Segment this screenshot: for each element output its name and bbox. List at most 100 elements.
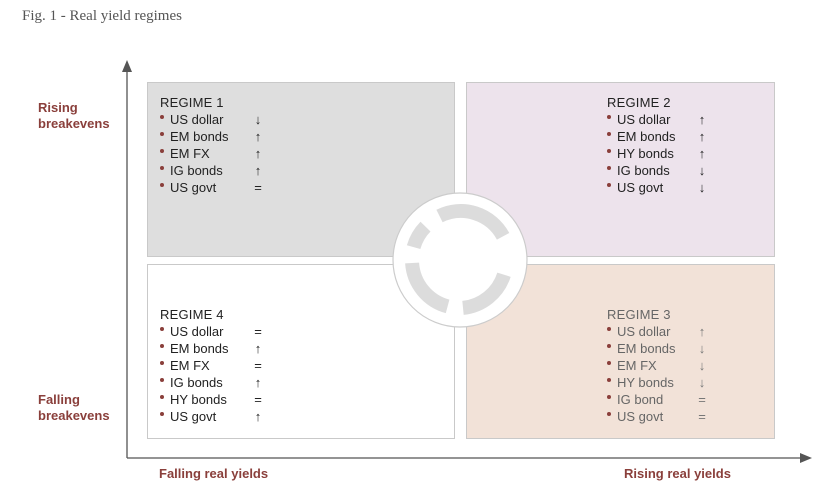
list-item: US govt = bbox=[607, 408, 709, 425]
list-item: IG bond = bbox=[607, 391, 709, 408]
bullet-icon bbox=[160, 326, 164, 331]
regime-2-title: REGIME 2 bbox=[607, 95, 671, 110]
regime-2: REGIME 2 US dollar ↑ EM bonds ↑ HY bonds ↑ … bbox=[607, 94, 709, 196]
x-axis-arrowhead bbox=[800, 453, 812, 463]
regime-4: REGIME 4 US dollar = EM bonds ↑ EM FX = IG … bbox=[160, 306, 265, 425]
signal-icon: = bbox=[254, 324, 262, 339]
list-item: EM FX ↓ bbox=[607, 357, 709, 374]
signal-icon: ↓ bbox=[698, 375, 706, 390]
list-item: EM bonds ↑ bbox=[160, 340, 265, 357]
asset-name: HY bonds bbox=[617, 375, 674, 390]
signal-icon: ↓ bbox=[698, 341, 706, 356]
signal-icon: ↓ bbox=[698, 180, 706, 195]
list-item: EM bonds ↑ bbox=[160, 128, 265, 145]
signal-icon: = bbox=[698, 409, 706, 424]
cycle-arc-1 bbox=[436, 204, 510, 240]
list-item: HY bonds ↓ bbox=[607, 374, 709, 391]
bullet-icon bbox=[160, 148, 164, 153]
signal-icon: ↓ bbox=[254, 112, 262, 127]
y-axis-arrowhead bbox=[122, 60, 132, 72]
list-item: IG bonds ↓ bbox=[607, 162, 709, 179]
y-axis-bottom-label: Falling breakevens bbox=[38, 392, 128, 424]
bullet-icon bbox=[607, 360, 611, 365]
signal-icon: ↑ bbox=[254, 409, 262, 424]
bullet-icon bbox=[607, 131, 611, 136]
bullet-icon bbox=[607, 165, 611, 170]
asset-name: EM FX bbox=[617, 358, 657, 373]
signal-icon: ↑ bbox=[254, 163, 262, 178]
list-item: IG bonds ↑ bbox=[160, 162, 265, 179]
signal-icon: ↑ bbox=[254, 341, 262, 356]
list-item: US govt = bbox=[160, 179, 265, 196]
asset-name: US govt bbox=[170, 409, 217, 424]
y-axis-top-label: Rising breakevens bbox=[38, 100, 128, 132]
signal-icon: ↑ bbox=[698, 112, 706, 127]
cycle-arc-2 bbox=[461, 272, 511, 315]
regime-1-title: REGIME 1 bbox=[160, 95, 224, 110]
asset-name: EM bonds bbox=[170, 129, 229, 144]
regime-1: REGIME 1 US dollar ↓ EM bonds ↑ EM FX ↑ IG … bbox=[160, 94, 265, 196]
bullet-icon bbox=[607, 114, 611, 119]
bullet-icon bbox=[160, 165, 164, 170]
list-item: EM bonds ↑ bbox=[607, 128, 709, 145]
signal-icon: ↓ bbox=[698, 358, 706, 373]
list-item: EM FX = bbox=[160, 357, 265, 374]
bullet-icon bbox=[607, 394, 611, 399]
bullet-icon bbox=[160, 411, 164, 416]
bullet-icon bbox=[160, 182, 164, 187]
bullet-icon bbox=[607, 343, 611, 348]
list-item: EM bonds ↓ bbox=[607, 340, 709, 357]
asset-name: IG bonds bbox=[617, 163, 670, 178]
bullet-icon bbox=[160, 377, 164, 382]
y-bottom-label-line-2: breakevens bbox=[38, 408, 110, 423]
regime-3-title: REGIME 3 bbox=[607, 307, 671, 322]
signal-icon: = bbox=[254, 392, 262, 407]
bullet-icon bbox=[160, 394, 164, 399]
signal-icon: = bbox=[254, 180, 262, 195]
bullet-icon bbox=[607, 411, 611, 416]
y-top-label-line-2: breakevens bbox=[38, 116, 110, 131]
list-item: HY bonds = bbox=[160, 391, 265, 408]
bullet-icon bbox=[607, 377, 611, 382]
bullet-icon bbox=[160, 360, 164, 365]
x-axis-left-label: Falling real yields bbox=[159, 466, 269, 481]
asset-name: US dollar bbox=[170, 112, 224, 127]
asset-name: US dollar bbox=[617, 112, 671, 127]
asset-name: EM FX bbox=[170, 146, 210, 161]
list-item: US dollar ↑ bbox=[607, 111, 709, 128]
bullet-icon bbox=[607, 182, 611, 187]
cycle-arc-4 bbox=[406, 221, 431, 250]
asset-name: EM FX bbox=[170, 358, 210, 373]
signal-icon: ↑ bbox=[698, 146, 706, 161]
bullet-icon bbox=[160, 131, 164, 136]
y-bottom-label-line-1: Falling bbox=[38, 392, 80, 407]
asset-name: US govt bbox=[170, 180, 217, 195]
asset-name: EM bonds bbox=[170, 341, 229, 356]
x-axis-right-label: Rising real yields bbox=[624, 466, 731, 481]
asset-name: IG bonds bbox=[170, 163, 223, 178]
asset-name: EM bonds bbox=[617, 129, 676, 144]
list-item: HY bonds ↑ bbox=[607, 145, 709, 162]
list-item: US dollar = bbox=[160, 323, 265, 340]
regime-4-title: REGIME 4 bbox=[160, 307, 224, 322]
asset-name: EM bonds bbox=[617, 341, 676, 356]
list-item: IG bonds ↑ bbox=[160, 374, 265, 391]
signal-icon: ↑ bbox=[698, 324, 706, 339]
asset-name: HY bonds bbox=[170, 392, 227, 407]
asset-name: IG bond bbox=[617, 392, 664, 407]
signal-icon: ↑ bbox=[254, 129, 262, 144]
bullet-icon bbox=[160, 114, 164, 119]
bullet-icon bbox=[607, 326, 611, 331]
signal-icon: ↓ bbox=[698, 163, 706, 178]
asset-name: US dollar bbox=[617, 324, 671, 339]
asset-name: HY bonds bbox=[617, 146, 674, 161]
regime-cycle-graphic bbox=[385, 190, 535, 330]
regime-3: REGIME 3 US dollar ↑ EM bonds ↓ EM FX ↓ HY … bbox=[607, 306, 709, 425]
asset-name: IG bonds bbox=[170, 375, 223, 390]
signal-icon: ↑ bbox=[254, 146, 262, 161]
signal-icon: = bbox=[254, 358, 262, 373]
list-item: US dollar ↑ bbox=[607, 323, 709, 340]
figure-title: Fig. 1 - Real yield regimes bbox=[22, 8, 182, 24]
list-item: US govt ↓ bbox=[607, 179, 709, 196]
